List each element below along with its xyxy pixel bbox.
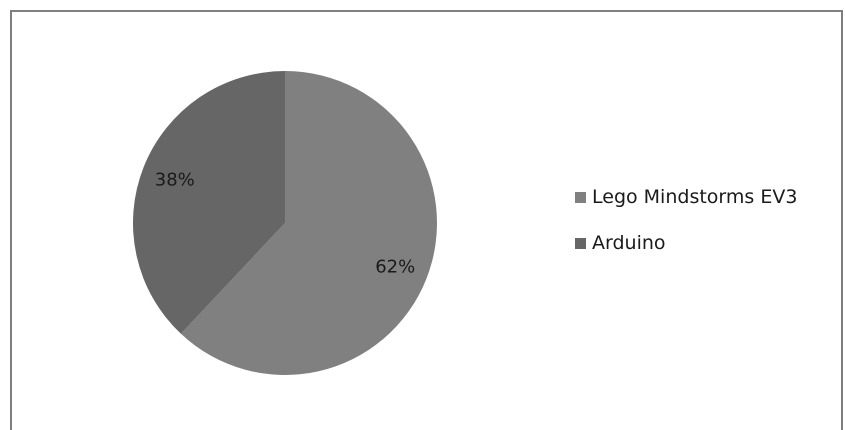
legend-item-lego: Lego Mindstorms EV3 (575, 185, 797, 209)
legend-label-arduino: Arduino (592, 232, 666, 254)
pie-slice-lego (180, 71, 438, 375)
legend-item-arduino: Arduino (575, 231, 797, 255)
pie-label-lego: 62% (375, 257, 415, 278)
legend-label-lego: Lego Mindstorms EV3 (592, 186, 798, 208)
pie-slice-arduino (133, 71, 285, 334)
legend-swatch-arduino (575, 237, 586, 249)
pie-label-arduino: 38% (155, 169, 195, 190)
legend-swatch-lego (575, 191, 586, 203)
legend: Lego Mindstorms EV3 Arduino (575, 185, 797, 277)
